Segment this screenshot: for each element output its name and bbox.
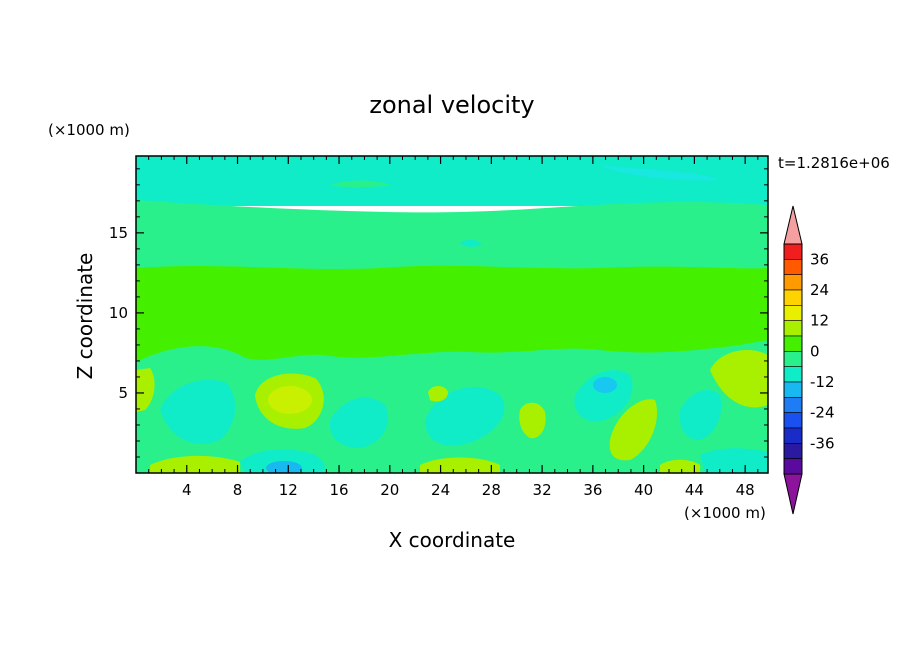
colorbar: 36 24 12 0 -12 -24 -36 <box>783 205 835 515</box>
field-cyan-blob-3 <box>574 370 633 422</box>
colorbar-label: -12 <box>810 373 835 391</box>
colorbar-swatch <box>783 351 803 367</box>
y-units-label: (×1000 m) <box>48 121 130 139</box>
colorbar-over-triangle <box>783 205 803 245</box>
field-upper <box>136 156 768 206</box>
x-tick-label-20: 20 <box>380 481 399 499</box>
colorbar-label: 12 <box>810 312 829 330</box>
x-tick-label-8: 8 <box>233 481 243 499</box>
colorbar-swatch <box>783 427 803 444</box>
colorbar-frame <box>783 243 803 475</box>
colorbar-label: -36 <box>810 434 835 452</box>
x-tick-label-44: 44 <box>685 481 704 499</box>
colorbar-swatch <box>783 458 803 475</box>
contour-field <box>136 156 768 473</box>
colorbar-under-triangle <box>783 473 803 515</box>
field-cyan-blob-5 <box>679 390 722 440</box>
x-axis-label: X coordinate <box>389 528 516 552</box>
field-yellow-blob-3 <box>609 399 658 461</box>
colorbar-swatch <box>783 335 803 352</box>
x-tick-label-48: 48 <box>736 481 755 499</box>
colorbar-swatch <box>783 320 803 337</box>
colorbar-swatch <box>783 289 803 306</box>
x-tick-label-32: 32 <box>533 481 552 499</box>
x-tick-label-40: 40 <box>634 481 653 499</box>
x-tick-label-28: 28 <box>482 481 501 499</box>
field-cyan-blob-2 <box>425 387 505 446</box>
x-axis: 4 8 12 16 20 24 28 32 36 40 44 48 <box>148 156 759 499</box>
colorbar-swatch <box>783 397 803 413</box>
colorbar-swatch <box>783 259 803 275</box>
y-tick-label-15: 15 <box>109 224 128 242</box>
colorbar-label: -24 <box>810 404 835 422</box>
plot-frame <box>135 155 769 474</box>
x-tick-label-12: 12 <box>279 481 298 499</box>
x-tick-label-16: 16 <box>330 481 349 499</box>
colorbar-swatch <box>783 274 803 291</box>
y-tick-label-10: 10 <box>109 304 128 322</box>
y-axis-label: Z coordinate <box>73 253 97 380</box>
field-yellow-blob-4 <box>150 455 240 473</box>
x-units-label: (×1000 m) <box>684 504 766 522</box>
field-cyan-blob-1 <box>160 379 236 444</box>
colorbar-swatch <box>783 305 803 321</box>
x-tick-label-4: 4 <box>182 481 192 499</box>
field-top-streak <box>600 165 720 181</box>
y-axis: 5 10 15 <box>109 168 768 458</box>
x-tick-label-24: 24 <box>431 481 450 499</box>
colorbar-label: 36 <box>810 250 829 268</box>
colorbar-swatch <box>783 366 803 383</box>
field-bottom-blue <box>266 461 302 473</box>
colorbar-swatch <box>783 243 803 260</box>
field-mid <box>136 200 768 290</box>
colorbar-label: 24 <box>810 281 829 299</box>
field-cyan-blob-4 <box>329 397 389 448</box>
chart-title: zonal velocity <box>369 91 534 119</box>
x-tick-label-36: 36 <box>583 481 602 499</box>
colorbar-swatch <box>783 412 803 429</box>
colorbar-label: 0 <box>810 342 820 360</box>
y-tick-label-5: 5 <box>118 384 128 402</box>
time-label: t=1.2816e+06 <box>778 154 890 172</box>
field-yellow-blob-2 <box>710 350 768 408</box>
colorbar-swatch <box>783 381 803 398</box>
colorbar-swatch <box>783 443 803 459</box>
